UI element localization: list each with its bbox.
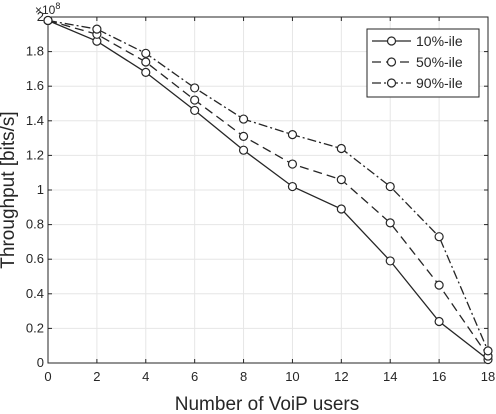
data-point bbox=[336, 143, 346, 154]
data-point bbox=[483, 346, 493, 356]
legend-label: 50%-ile bbox=[416, 54, 463, 70]
x-tick-label: 6 bbox=[191, 369, 198, 384]
tick-labels: 0 2 4 6 8 10 12 14 16 18 0 0.2 0.4 0.6 0.8 1 1.2 1.4 1.6 1.… bbox=[26, 9, 495, 384]
data-point bbox=[190, 95, 200, 105]
data-point bbox=[190, 105, 200, 116]
data-point bbox=[287, 181, 298, 192]
x-tick-label: 16 bbox=[432, 369, 446, 384]
data-point bbox=[43, 15, 53, 26]
legend-entry-2: 50%-ile bbox=[372, 54, 463, 70]
y-tick-label: 0 bbox=[37, 355, 44, 370]
x-tick-label: 10 bbox=[285, 369, 299, 384]
y-multiplier-label: ×108 bbox=[35, 1, 60, 17]
data-point bbox=[385, 181, 395, 192]
legend-marker bbox=[386, 36, 397, 46]
x-tick-label: 8 bbox=[240, 369, 247, 384]
x-tick-label: 12 bbox=[334, 369, 348, 384]
y-tick-label: 1.2 bbox=[26, 147, 44, 162]
data-point bbox=[141, 67, 151, 77]
x-tick-label: 18 bbox=[481, 369, 495, 384]
y-tick-label: 0.2 bbox=[26, 320, 44, 335]
data-point bbox=[287, 130, 298, 140]
series-line bbox=[47, 19, 489, 357]
y-tick-label: 1.6 bbox=[26, 78, 44, 93]
series-line bbox=[47, 19, 489, 361]
data-point bbox=[434, 280, 444, 290]
y-tick-label: 1.4 bbox=[26, 113, 44, 128]
legend-box bbox=[366, 28, 480, 98]
y-tick-label: 1 bbox=[37, 182, 44, 197]
data-point bbox=[141, 48, 151, 58]
y-tick-label: 0.6 bbox=[26, 251, 44, 266]
series-line bbox=[47, 19, 489, 352]
plot-frame bbox=[47, 16, 489, 364]
data-point bbox=[434, 316, 444, 327]
data-point bbox=[336, 175, 346, 185]
x-tick-label: 14 bbox=[383, 369, 397, 384]
x-axis-title: Number of VoiP users bbox=[175, 394, 359, 414]
data-point bbox=[434, 232, 444, 242]
y-axis-title: Throughput [bits/s] bbox=[0, 111, 19, 268]
x-tick-label: 2 bbox=[93, 369, 100, 384]
y-tick-label: 0.4 bbox=[26, 286, 44, 301]
data-point bbox=[385, 218, 395, 228]
series-3 bbox=[43, 15, 493, 356]
y-tick-label: 1.8 bbox=[26, 44, 44, 59]
legend: 10%-ile 50%-ile 90%-ile bbox=[366, 28, 480, 98]
data-point bbox=[238, 131, 249, 141]
data-point bbox=[287, 159, 298, 169]
legend-marker bbox=[386, 57, 397, 67]
x-tick-label: 4 bbox=[142, 369, 149, 384]
legend-entry-1: 10%-ile bbox=[372, 33, 463, 49]
data-point bbox=[336, 204, 346, 214]
data-point bbox=[385, 256, 395, 266]
legend-entry-3: 90%-ile bbox=[372, 75, 463, 91]
legend-label: 90%-ile bbox=[416, 75, 463, 91]
data-point bbox=[238, 114, 249, 124]
legend-label: 10%-ile bbox=[416, 33, 463, 49]
y-tick-label: 2 bbox=[37, 9, 44, 24]
y-tick-label: 0.8 bbox=[26, 217, 44, 232]
data-point bbox=[238, 145, 249, 155]
x-tick-label: 0 bbox=[44, 369, 51, 384]
data-point bbox=[92, 24, 102, 34]
series-group bbox=[43, 15, 493, 365]
legend-marker bbox=[386, 78, 397, 88]
y-multiplier-exponent: 8 bbox=[55, 1, 60, 11]
data-point bbox=[190, 83, 200, 93]
data-point bbox=[141, 57, 151, 67]
